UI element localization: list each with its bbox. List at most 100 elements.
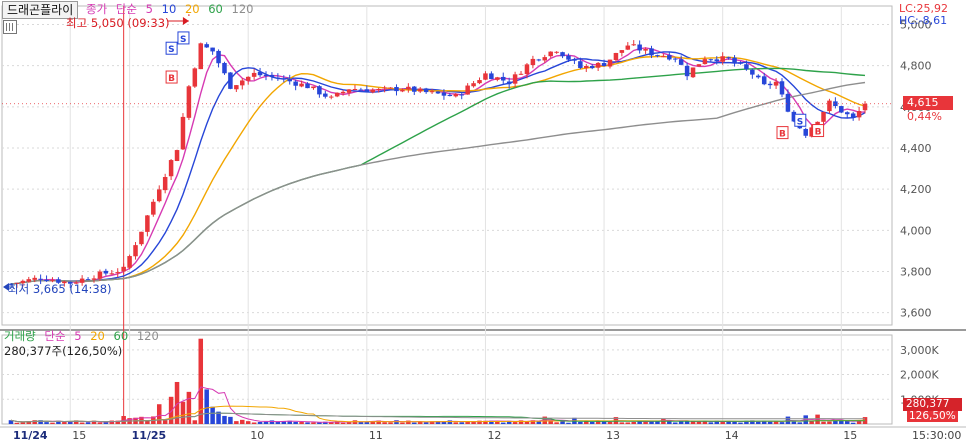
volume-bar [453, 422, 459, 424]
volume-legend-ma-20: 20 [90, 329, 105, 343]
volume-bar [299, 422, 304, 424]
volume-bar [204, 389, 209, 424]
candle-body [97, 271, 103, 279]
price-y-tick-label: 3,800 [900, 265, 932, 278]
legend-ma-60: 60 [208, 2, 223, 16]
volume-legend-ma-120: 120 [136, 329, 159, 343]
stock-name-label[interactable]: 드래곤플라이 [2, 1, 79, 19]
candle-body [192, 68, 198, 87]
volume-bar [767, 421, 773, 424]
volume-bar [578, 421, 583, 424]
volume-bar [495, 420, 500, 424]
candle-body [613, 52, 619, 60]
x-tick-label: 15:30:00 [912, 429, 961, 442]
volume-bar [512, 422, 518, 424]
candle-body [417, 88, 423, 92]
volume-bar [174, 381, 180, 424]
legend-price-label: 종가 [86, 2, 108, 16]
volume-plot-frame [1, 334, 893, 425]
volume-bar [483, 420, 488, 424]
volume-bar [471, 421, 476, 424]
volume-legend-ma-5: 5 [74, 329, 82, 343]
volume-bar [281, 421, 287, 424]
volume-bar [328, 422, 334, 424]
candle-body [809, 127, 814, 137]
legend-ma-10: 10 [161, 2, 177, 16]
candle-body [62, 281, 67, 284]
volume-bar [382, 422, 387, 424]
candle-body [156, 189, 162, 202]
current-price-badge: 4,615 [903, 96, 953, 110]
trade-marker-box [776, 126, 789, 140]
candle-body [323, 93, 328, 97]
candle-body [506, 81, 512, 85]
candle-body [50, 280, 55, 282]
current-change-percent: 0,44% [907, 110, 942, 123]
candle-body [103, 270, 109, 274]
candle-body [667, 55, 672, 60]
volume-bar [738, 422, 743, 424]
candle-body [500, 76, 506, 81]
volume-bar [168, 396, 174, 424]
candle-body [465, 85, 470, 95]
volume-bar [844, 420, 850, 424]
candle-body [607, 59, 613, 67]
candle-body [483, 73, 488, 80]
candle-body [655, 55, 660, 57]
candle-body [560, 52, 565, 57]
candle-body [625, 45, 631, 50]
candle-body [245, 76, 251, 81]
volume-bar [595, 420, 601, 424]
volume-bar [293, 421, 298, 424]
settings-icon[interactable] [3, 20, 17, 34]
candle-body [720, 56, 725, 62]
volume-bar [530, 420, 536, 424]
volume-bar [26, 421, 32, 424]
candle-body [584, 66, 589, 69]
volume-bar [334, 421, 340, 424]
candle-body [530, 58, 536, 66]
volume-bar [862, 417, 868, 424]
volume-bar [797, 422, 803, 424]
volume-bar [257, 421, 263, 424]
price-y-tick-label: 4,400 [900, 142, 932, 155]
volume-bar [91, 420, 97, 424]
candle-body [32, 277, 37, 280]
candle-body [566, 55, 571, 60]
volume-bar [536, 421, 542, 424]
candle-body [495, 77, 500, 80]
volume-bar [850, 422, 856, 424]
candle-body [637, 44, 642, 51]
volume-bar [103, 422, 109, 424]
volume-bar [97, 422, 103, 424]
candle-body [542, 57, 548, 61]
ma-line-120 [10, 81, 866, 285]
price-plot-frame [1, 5, 893, 326]
trade-marker-box [794, 113, 807, 127]
lc-readout: LC:25,92 [899, 2, 949, 15]
candle-body [287, 78, 292, 82]
candle-body [833, 101, 838, 107]
candle-body [512, 74, 518, 84]
candle-body [127, 256, 132, 268]
volume-legend-ma-type: 단순 [44, 329, 66, 343]
candle-body [844, 112, 850, 115]
volume-bar [423, 422, 429, 424]
candle-body [364, 89, 370, 92]
volume-bar [56, 420, 61, 424]
volume-legend-label: 거래량 [4, 329, 36, 343]
candle-body [204, 44, 209, 48]
candle-body [672, 58, 678, 60]
volume-bar [20, 422, 26, 424]
volume-bar [696, 421, 702, 424]
volume-legend: 거래량 단순 5 20 60 120 [4, 329, 164, 343]
x-tick-label: 11 [369, 429, 383, 442]
volume-bar [619, 422, 625, 424]
hc-readout: HC:-8,61 [899, 14, 948, 27]
candle-body [91, 278, 97, 280]
candle-body [269, 74, 275, 77]
candle-body [447, 94, 453, 97]
volume-bar [311, 422, 316, 424]
volume-bar [435, 421, 441, 424]
